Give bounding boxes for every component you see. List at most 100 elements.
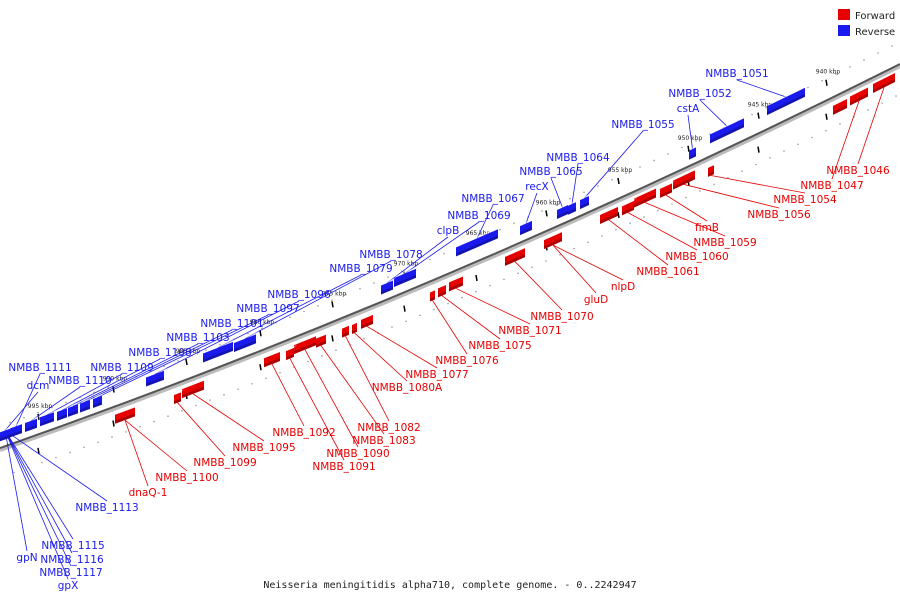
reverse-gene-label[interactable]: NMBB_1110	[48, 375, 111, 387]
reverse-gene[interactable]	[456, 226, 501, 257]
forward-gene-label[interactable]: NMBB_1056	[747, 209, 811, 221]
reverse-gene-label[interactable]: gpN	[16, 552, 37, 564]
reverse-gene-label[interactable]: gpX	[58, 580, 79, 592]
reverse-gene[interactable]	[80, 396, 93, 413]
forward-gene-label[interactable]: NMBB_1047	[800, 180, 863, 192]
forward-gene[interactable]	[352, 319, 360, 334]
reverse-gene-label[interactable]: NMBB_1055	[611, 119, 674, 131]
forward-gene-label[interactable]: NMBB_1095	[232, 442, 295, 454]
forward-gene-label[interactable]: NMBB_1100	[155, 472, 218, 484]
reverse-gene[interactable]	[234, 331, 259, 352]
forward-gene-label[interactable]: NMBB_1054	[773, 194, 837, 206]
forward-gene-label[interactable]: NMBB_1071	[498, 325, 561, 337]
reverse-gene[interactable]	[557, 202, 571, 219]
forward-gene-label[interactable]: NMBB_1090	[326, 448, 389, 460]
forward-gene-label[interactable]: fimB	[695, 222, 719, 234]
reverse-gene[interactable]	[520, 217, 535, 236]
reverse-gene[interactable]	[689, 144, 699, 160]
forward-gene[interactable]	[174, 389, 184, 405]
forward-gene-label[interactable]: NMBB_1099	[193, 457, 256, 469]
reverse-gene[interactable]	[580, 193, 592, 210]
forward-gene[interactable]	[634, 185, 659, 208]
forward-gene[interactable]	[622, 197, 637, 216]
forward-gene-label[interactable]: NMBB_1080A	[372, 382, 443, 394]
forward-gene-label[interactable]: gluD	[584, 294, 608, 306]
reverse-gene-label[interactable]: NMBB_1079	[329, 263, 392, 275]
reverse-gene[interactable]	[710, 115, 747, 144]
gene-shade	[710, 124, 744, 144]
reverse-gene-label[interactable]: NMBB_1116	[40, 554, 104, 566]
reverse-gene-label[interactable]: NMBB_1064	[546, 152, 610, 164]
reverse-gene-label[interactable]: NMBB_1101	[200, 318, 263, 330]
forward-gene[interactable]	[294, 333, 319, 355]
reverse-gene-label[interactable]: recX	[525, 181, 549, 193]
forward-gene-label[interactable]: NMBB_1076	[435, 355, 499, 367]
reverse-gene-label[interactable]: NMBB_1052	[668, 88, 731, 100]
forward-gene[interactable]	[361, 311, 376, 329]
reverse-gene-label[interactable]: NMBB_1096	[267, 289, 331, 301]
forward-gene[interactable]	[673, 167, 698, 190]
forward-gene[interactable]	[182, 377, 207, 399]
reverse-gene[interactable]	[394, 265, 419, 288]
forward-gene[interactable]	[438, 282, 449, 298]
forward-gene[interactable]	[505, 245, 528, 266]
reverse-gene-label[interactable]: NMBB_1097	[236, 303, 299, 315]
forward-gene-label[interactable]: NMBB_1046	[826, 165, 890, 177]
forward-gene[interactable]	[873, 70, 898, 94]
forward-gene-label[interactable]: NMBB_1075	[468, 340, 531, 352]
forward-gene[interactable]	[544, 229, 565, 250]
reverse-gene-label[interactable]: NMBB_1065	[519, 166, 582, 178]
reverse-gene[interactable]	[10, 421, 25, 438]
forward-gene[interactable]	[850, 84, 871, 106]
reverse-gene-label[interactable]: NMBB_1103	[166, 332, 229, 344]
reverse-gene[interactable]	[93, 392, 105, 408]
forward-gene[interactable]	[708, 162, 717, 177]
forward-gene[interactable]	[264, 348, 283, 368]
reverse-gene-label[interactable]: NMBB_1067	[461, 193, 524, 205]
reverse-gene[interactable]	[0, 425, 13, 442]
reverse-gene-label[interactable]: NMBB_1051	[705, 68, 768, 80]
reverse-gene[interactable]	[203, 338, 236, 363]
forward-gene[interactable]	[430, 287, 438, 302]
reverse-gene[interactable]	[25, 415, 40, 433]
reverse-gene[interactable]	[767, 84, 808, 116]
forward-gene[interactable]	[833, 95, 850, 115]
forward-gene[interactable]	[316, 331, 329, 348]
forward-gene-label[interactable]: NMBB_1070	[530, 311, 593, 323]
forward-gene-label[interactable]: NMBB_1092	[272, 427, 335, 439]
reverse-gene-label[interactable]: cstA	[677, 103, 700, 115]
reverse-gene-label[interactable]: NMBB_1069	[447, 210, 510, 222]
reverse-gene-label[interactable]: NMBB_1117	[39, 567, 102, 579]
forward-gene[interactable]	[342, 322, 352, 338]
reverse-gene-label[interactable]: NMBB_1108	[128, 347, 191, 359]
reverse-gene[interactable]	[57, 405, 70, 421]
reverse-gene-label[interactable]: NMBB_1078	[359, 249, 422, 261]
gene-shade	[394, 274, 416, 288]
forward-gene-label[interactable]: dnaQ-1	[129, 487, 168, 499]
reverse-gene-label[interactable]: dcm	[27, 380, 50, 392]
reverse-gene-label[interactable]: NMBB_1113	[75, 502, 138, 514]
forward-gene-label[interactable]: NMBB_1060	[665, 251, 728, 263]
forward-gene-label[interactable]: NMBB_1077	[405, 369, 468, 381]
reverse-gene-label[interactable]: NMBB_1109	[90, 362, 153, 374]
forward-gene[interactable]	[600, 203, 621, 225]
forward-gene-label[interactable]: NMBB_1082	[357, 422, 420, 434]
reverse-gene[interactable]	[146, 367, 167, 387]
reverse-gene[interactable]	[381, 277, 396, 295]
forward-gene-label[interactable]: NMBB_1083	[352, 435, 415, 447]
reverse-gene[interactable]	[40, 409, 57, 427]
reverse-gene-label[interactable]: NMBB_1115	[41, 540, 104, 552]
forward-gene[interactable]	[660, 180, 675, 198]
forward-gene[interactable]	[115, 404, 138, 424]
forward-gene[interactable]	[449, 273, 466, 292]
reverse-gene[interactable]	[568, 199, 579, 215]
forward-gene[interactable]	[286, 344, 297, 361]
forward-gene-label[interactable]: NMBB_1059	[693, 237, 756, 249]
reverse-gene[interactable]	[68, 401, 81, 417]
dot	[475, 290, 477, 293]
forward-gene-label[interactable]: nlpD	[611, 281, 635, 293]
reverse-gene-label[interactable]: clpB	[437, 225, 460, 237]
reverse-gene-label[interactable]: NMBB_1111	[8, 362, 71, 374]
forward-gene-label[interactable]: NMBB_1091	[312, 461, 375, 473]
forward-gene-label[interactable]: NMBB_1061	[636, 266, 699, 278]
